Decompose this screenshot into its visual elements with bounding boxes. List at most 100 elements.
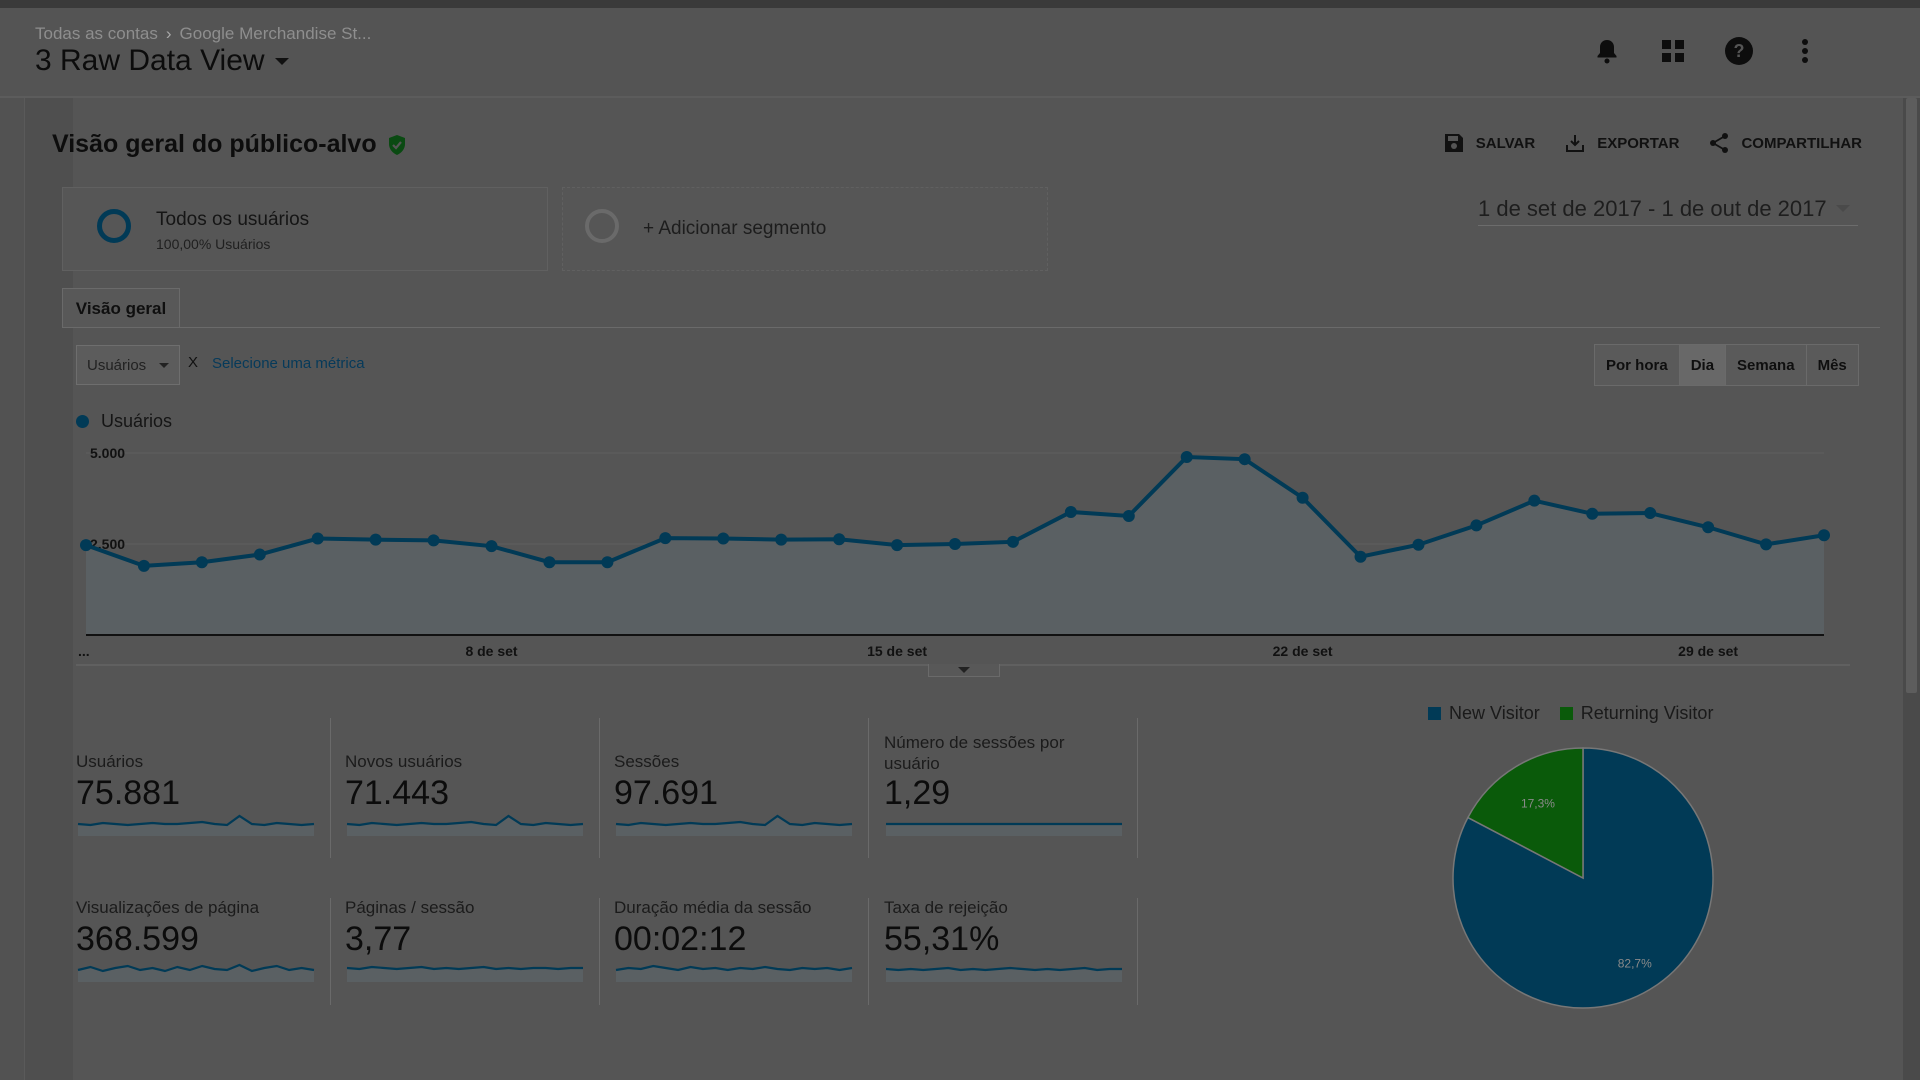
pie-legend-returning-label: Returning Visitor xyxy=(1580,703,1714,723)
pie-legend-returning: Returning Visitor xyxy=(1559,703,1714,724)
chevron-right-icon: › xyxy=(165,24,172,43)
granularity-hour[interactable]: Por hora xyxy=(1595,345,1680,385)
sparkline-line xyxy=(615,814,853,827)
legend-label: Usuários xyxy=(101,411,173,431)
legend-swatch xyxy=(1559,707,1573,720)
metric-label: Sessões xyxy=(614,752,680,771)
apps-grid-icon[interactable] xyxy=(1658,36,1688,66)
save-button[interactable]: SALVAR xyxy=(1444,132,1535,154)
breadcrumb-property[interactable]: Google Merchandise St... xyxy=(179,24,372,43)
svg-text:?: ? xyxy=(1734,41,1745,61)
segment-all-users[interactable]: Todos os usuários 100,00% Usuários xyxy=(62,187,548,271)
scrollbar-thumb[interactable] xyxy=(1906,98,1917,693)
granularity-day[interactable]: Dia xyxy=(1679,345,1727,385)
sparkline-area xyxy=(886,968,1122,982)
date-range-picker[interactable]: 1 de set de 2017 - 1 de out de 2017 xyxy=(1478,192,1858,226)
verified-shield-icon xyxy=(388,134,405,155)
metric-tile[interactable]: Número de sessões por usuário 1,29 xyxy=(884,732,1154,836)
breadcrumb-all-accounts[interactable]: Todas as contas xyxy=(35,24,158,43)
metric-tile[interactable]: Páginas / sessão 3,77 xyxy=(345,898,615,988)
metric-tile[interactable]: Duração média da sessão 00:02:12 xyxy=(614,898,884,988)
sparkline-area xyxy=(347,816,583,836)
metric-sparkline xyxy=(77,814,315,836)
header-actions: ? xyxy=(1592,36,1820,66)
metric-label: Duração média da sessão xyxy=(614,898,812,917)
segment-name: Todos os usuários xyxy=(156,209,310,230)
metric-tile[interactable]: Visualizações de página 368.599 xyxy=(76,898,346,988)
metric-tile[interactable]: Sessões 97.691 xyxy=(614,752,884,842)
metric-value: 55,31% xyxy=(884,920,1000,958)
scrollbar[interactable] xyxy=(1903,98,1920,1080)
metric-select[interactable]: Usuários xyxy=(76,345,180,385)
help-icon[interactable]: ? xyxy=(1724,36,1754,66)
pie-legend-new-label: New Visitor xyxy=(1449,703,1540,723)
tab-divider xyxy=(62,327,1880,328)
pie-legend: New Visitor Returning Visitor xyxy=(1428,703,1713,724)
more-vert-icon[interactable] xyxy=(1790,36,1820,66)
share-button[interactable]: COMPARTILHAR xyxy=(1709,132,1862,154)
legend-dot xyxy=(76,415,89,428)
metric-divider xyxy=(330,898,331,1005)
chart-expand-toggle[interactable] xyxy=(928,664,1000,677)
metric-sparkline xyxy=(886,822,1122,836)
metric-sparkline xyxy=(615,814,853,836)
tab-overview[interactable]: Visão geral xyxy=(62,288,180,328)
export-button[interactable]: EXPORTAR xyxy=(1565,132,1679,154)
metric-label: Páginas / sessão xyxy=(345,898,475,917)
metric-sparkline xyxy=(346,965,583,982)
sparkline-area xyxy=(347,967,583,982)
page-title: Visão geral do público-alvo xyxy=(52,130,407,159)
metric-sparkline xyxy=(77,963,315,982)
sparkline-line xyxy=(77,963,315,973)
metric-label: Visualizações de página xyxy=(76,898,260,917)
metric-divider xyxy=(330,718,331,858)
granularity-month[interactable]: Mês xyxy=(1806,345,1858,385)
caret-down-icon xyxy=(159,362,169,368)
metric-divider xyxy=(868,898,869,1005)
caret-down-icon xyxy=(274,57,289,65)
top-bar: Todas as contas › Google Merchandise St.… xyxy=(0,0,1920,98)
chart-legend: Usuários xyxy=(76,411,172,432)
metric-label: Número de sessões por usuário xyxy=(884,733,1065,773)
metric-tile[interactable]: Novos usuários 71.443 xyxy=(345,752,615,842)
view-name: 3 Raw Data View xyxy=(35,44,265,77)
select-metric-link[interactable]: Selecione uma métrica xyxy=(212,355,365,372)
bell-icon[interactable] xyxy=(1592,36,1622,66)
metric-sparkline xyxy=(346,814,584,836)
metric-value: 00:02:12 xyxy=(614,920,747,958)
metric-divider xyxy=(1137,718,1138,858)
caret-down-icon xyxy=(1836,205,1850,212)
legend-swatch xyxy=(1428,707,1441,720)
metric-label: Novos usuários xyxy=(345,752,463,771)
sparkline-line xyxy=(885,966,1122,972)
sparkline-line xyxy=(346,814,584,827)
metric-tile[interactable]: Taxa de rejeição 55,31% xyxy=(884,898,1154,988)
add-segment-button[interactable]: + Adicionar segmento xyxy=(562,187,1048,271)
metric-divider xyxy=(1137,898,1138,1005)
add-segment-label: + Adicionar segmento xyxy=(643,218,827,239)
segment-sub: 100,00% Usuários xyxy=(156,236,271,252)
granularity-week[interactable]: Semana xyxy=(1726,345,1807,385)
left-nav-rail xyxy=(0,98,25,1080)
metric-tile[interactable]: Usuários 75.881 xyxy=(76,752,346,842)
save-icon xyxy=(1444,134,1463,152)
metric-value: 71.443 xyxy=(345,774,449,812)
top-stripe xyxy=(0,0,1920,8)
segment-ring-icon xyxy=(97,209,131,243)
metric-value: 3,77 xyxy=(345,920,412,958)
metric-value: 97.691 xyxy=(614,774,718,812)
metric-select-value: Usuários xyxy=(87,356,147,374)
metric-divider xyxy=(868,718,869,858)
metric-sparkline xyxy=(615,964,853,982)
versus-label: X xyxy=(188,354,199,371)
save-label: SALVAR xyxy=(1475,134,1536,152)
view-selector[interactable]: 3 Raw Data View xyxy=(35,44,289,78)
sparkline-area xyxy=(886,824,1122,836)
metric-sparkline xyxy=(885,966,1122,982)
date-range-text: 1 de set de 2017 - 1 de out de 2017 xyxy=(1478,195,1827,221)
share-label: COMPARTILHAR xyxy=(1741,134,1862,152)
metric-value: 368.599 xyxy=(76,920,199,958)
metric-label: Usuários xyxy=(76,752,144,771)
export-label: EXPORTAR xyxy=(1597,134,1680,152)
pie-legend-new: New Visitor xyxy=(1428,703,1540,724)
